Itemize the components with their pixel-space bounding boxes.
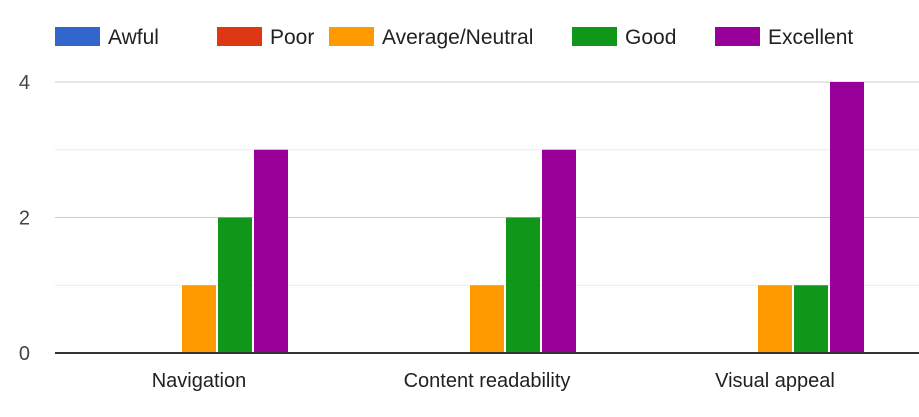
- y-tick-label-0: 0: [19, 343, 30, 365]
- legend-swatch-0: [55, 27, 100, 46]
- y-tick-label-2: 4: [19, 72, 30, 94]
- y-axis-ticks: 0 2 4: [19, 72, 30, 365]
- bar-1-3: [506, 217, 540, 353]
- bar-1-2: [470, 285, 504, 353]
- legend-label-0: Awful: [108, 26, 159, 49]
- bar-2-2: [758, 285, 792, 353]
- bar-2-3: [794, 285, 828, 353]
- y-tick-label-1: 2: [19, 208, 30, 230]
- legend-swatch-4: [715, 27, 760, 46]
- legend-swatch-2: [329, 27, 374, 46]
- bars: [182, 82, 864, 353]
- legend-label-2: Average/Neutral: [382, 26, 533, 49]
- x-axis-labels: Navigation Content readability Visual appe…: [152, 370, 835, 392]
- x-category-label-2: Visual appeal: [715, 370, 835, 392]
- bar-1-4: [542, 149, 576, 353]
- legend-label-3: Good: [625, 26, 676, 49]
- legend-swatch-1: [217, 27, 262, 46]
- x-category-label-0: Navigation: [152, 370, 247, 392]
- gridlines: [55, 81, 919, 286]
- chart-legend: Awful Poor Average/Neutral Good Excellent: [55, 26, 853, 49]
- legend-label-1: Poor: [270, 26, 314, 49]
- bar-0-4: [254, 149, 288, 353]
- x-category-label-1: Content readability: [404, 370, 571, 392]
- bar-2-4: [830, 82, 864, 353]
- legend-label-4: Excellent: [768, 26, 853, 49]
- bar-0-2: [182, 285, 216, 353]
- legend-swatch-3: [572, 27, 617, 46]
- bar-0-3: [218, 217, 252, 353]
